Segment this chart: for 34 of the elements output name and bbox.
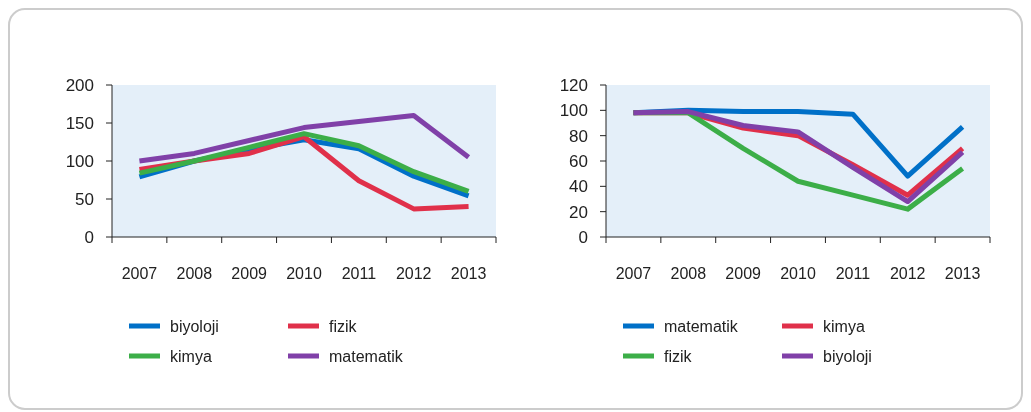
y-tick-label: 0	[578, 227, 588, 247]
y-tick-label: 80	[569, 126, 588, 146]
y-tick-label: 200	[65, 75, 94, 95]
x-tick-label: 2011	[835, 265, 871, 282]
x-tick-label: 2012	[889, 265, 926, 282]
y-tick-label: 100	[559, 101, 588, 121]
x-tick-label: 2012	[395, 265, 432, 282]
x-tick-label: 2008	[176, 265, 213, 282]
legend-label: fizik	[664, 347, 693, 365]
y-tick-label: 120	[559, 75, 588, 95]
x-tick-label: 2011	[341, 265, 377, 282]
y-tick-label: 20	[569, 202, 588, 222]
x-tick-label: 2010	[780, 265, 816, 282]
y-tick-label: 0	[84, 227, 94, 247]
legend-label: matematik	[664, 317, 739, 335]
y-tick-label: 150	[65, 113, 94, 133]
x-tick-label: 2009	[231, 265, 268, 282]
x-tick-label: 2013	[944, 265, 981, 282]
legend-label: fizik	[329, 317, 358, 335]
x-tick-label: 2009	[725, 265, 762, 282]
x-tick-label: 2007	[121, 265, 158, 282]
legend-label: biyoloji	[823, 347, 872, 365]
y-tick-label: 60	[569, 151, 588, 171]
x-tick-label: 2007	[615, 265, 652, 282]
y-tick-label: 50	[75, 189, 94, 209]
y-tick-label: 100	[65, 151, 94, 171]
x-tick-label: 2013	[450, 265, 487, 282]
y-tick-label: 40	[569, 177, 588, 197]
legend-label: kimya	[170, 347, 212, 365]
legend-label: matematik	[329, 347, 404, 365]
x-tick-label: 2010	[286, 265, 322, 282]
x-tick-label: 2008	[670, 265, 707, 282]
legend-label: biyoloji	[170, 317, 219, 335]
legend-label: kimya	[823, 317, 865, 335]
